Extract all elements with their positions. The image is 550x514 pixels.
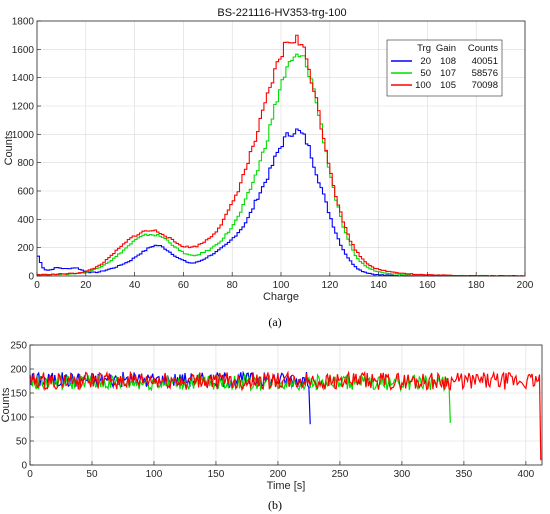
chart-a-y-label: Counts: [3, 130, 15, 165]
chart-b-x-label: Time [s]: [267, 480, 306, 492]
chart-a-title: BS-221116-HV353-trg-100: [217, 7, 346, 19]
chart-b-x-tick-label: 350: [456, 469, 473, 480]
chart-a-x-tick-label: 100: [273, 280, 290, 291]
chart-a-y-tick-label: 1800: [12, 17, 35, 28]
legend-row-1-counts: 40051: [472, 56, 498, 67]
legend-row-1-gain: 108: [440, 56, 456, 67]
chart-a-x-tick-label: 180: [468, 280, 485, 291]
legend-row-3-trg: 100: [415, 80, 431, 91]
chart-a-x-ticks: 0 20 40 60 80 100 120 140 160 180 200: [34, 272, 534, 291]
chart-a-x-tick-label: 200: [517, 280, 534, 291]
chart-b-x-ticks: 0 50 100 150 200 250 300 350 400: [27, 461, 535, 480]
chart-b-x-tick-label: 0: [27, 469, 33, 480]
caption-a: (a): [268, 315, 281, 329]
chart-b-y-tick-label: 100: [10, 413, 27, 424]
chart-a-y-tick-label: 800: [17, 158, 34, 169]
chart-b-y-tick-label: 50: [16, 437, 28, 448]
chart-a-y-tick-label: 1000: [12, 130, 35, 141]
panel-a-charge-histogram: BS-221116-HV353-trg-100 0 20 40 60 80 100 120 1…: [3, 7, 534, 329]
chart-b-x-tick-label: 200: [270, 469, 287, 480]
chart-b-y-ticks: 0 50 100 150 200 250: [10, 341, 34, 472]
chart-a-y-tick-label: 400: [17, 215, 34, 226]
legend-box: [386, 39, 503, 97]
chart-a-x-tick-label: 20: [80, 280, 92, 291]
chart-a-y-tick-label: 1400: [12, 73, 35, 84]
legend-row-2-trg: 50: [420, 68, 431, 79]
legend-header-gain: Gain: [436, 43, 456, 54]
chart-b-x-tick-label: 250: [332, 469, 349, 480]
legend-row-2-gain: 107: [440, 68, 456, 79]
chart-a-y-tick-label: 0: [28, 272, 34, 283]
chart-a-y-tick-label: 200: [17, 243, 34, 254]
chart-a-y-tick-label: 1200: [12, 102, 35, 113]
legend-row-3-gain: 105: [440, 80, 456, 91]
chart-b-plot-area: [30, 345, 542, 465]
chart-a-x-tick-label: 160: [419, 280, 436, 291]
chart-b-y-tick-label: 0: [21, 461, 27, 472]
chart-b-x-tick-label: 100: [146, 469, 163, 480]
chart-a-x-label: Charge: [263, 291, 299, 303]
chart-b-y-label: Counts: [0, 387, 12, 422]
legend-row-1-trg: 20: [420, 56, 431, 67]
chart-a-x-tick-label: 80: [227, 280, 239, 291]
legend-header-counts: Counts: [468, 43, 498, 54]
chart-a-x-tick-label: 140: [370, 280, 387, 291]
chart-a-y-tick-label: 600: [17, 187, 34, 198]
chart-a-x-tick-label: 40: [129, 280, 141, 291]
chart-a-x-tick-label: 60: [178, 280, 190, 291]
chart-b-x-tick-label: 50: [86, 469, 98, 480]
chart-a-y-tick-label: 1600: [12, 45, 35, 56]
chart-b-x-tick-label: 400: [518, 469, 535, 480]
legend-row-3-counts: 70098: [472, 80, 498, 91]
chart-a-x-tick-label: 120: [321, 280, 338, 291]
caption-b: (b): [268, 498, 282, 512]
chart-a-y-ticks: 0 200 400 600 800 1000 1200 1400 1600 1800: [12, 17, 41, 283]
chart-b-series-line-3: [29, 370, 542, 461]
chart-b-x-tick-label: 150: [208, 469, 225, 480]
chart-b-y-tick-label: 150: [10, 389, 27, 400]
chart-b-x-tick-label: 300: [394, 469, 411, 480]
chart-a-legend: Trg Gain Counts 20 108 40051 50 107 5857…: [386, 39, 503, 97]
legend-header-trg: Trg: [417, 43, 431, 54]
legend-row-2-counts: 58576: [472, 68, 498, 79]
chart-b-frame: [29, 344, 543, 466]
chart-b-series: [29, 370, 542, 461]
chart-a-x-tick-label: 0: [34, 280, 40, 291]
chart-b-y-tick-label: 250: [10, 341, 27, 352]
panel-b-counts-over-time: 0 50 100 150 200 250 300 350 400 0 50 100 150 200 250…: [0, 341, 543, 512]
chart-b-y-tick-label: 200: [10, 365, 27, 376]
chart-a-series-line-3: [37, 34, 525, 277]
